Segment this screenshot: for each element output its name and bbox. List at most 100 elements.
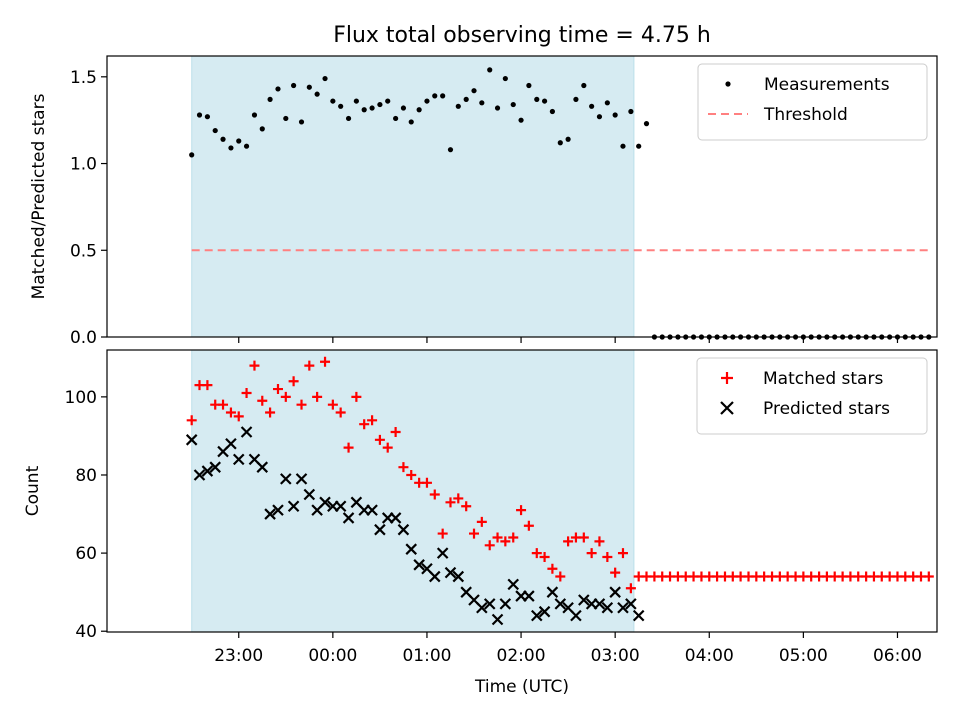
matched-star-point bbox=[437, 528, 448, 539]
matched-star-point bbox=[508, 532, 519, 543]
matched-star-point bbox=[453, 493, 464, 504]
measurement-point bbox=[275, 86, 281, 92]
chart-title: Flux total observing time = 4.75 h bbox=[333, 23, 711, 48]
predicted-star-point bbox=[452, 570, 465, 583]
matched-star-point bbox=[578, 532, 589, 543]
predicted-star-point bbox=[397, 523, 410, 536]
matched-star-point bbox=[304, 360, 315, 371]
matched-star-point bbox=[186, 415, 197, 426]
matched-star-point bbox=[398, 462, 409, 473]
y-tick-label: 40 bbox=[75, 622, 97, 642]
measurement-point bbox=[322, 75, 328, 82]
y-tick-label: 60 bbox=[75, 544, 97, 564]
measurement-point bbox=[502, 75, 508, 82]
predicted-star-point bbox=[209, 461, 221, 473]
predicted-star-point bbox=[303, 488, 316, 501]
y-tick-label: 0.0 bbox=[70, 328, 97, 348]
matched-star-point bbox=[923, 571, 934, 582]
measurement-point bbox=[518, 117, 524, 123]
x-tick-label: 03:00 bbox=[591, 646, 640, 666]
predicted-star-point bbox=[538, 605, 551, 618]
measurement-point bbox=[557, 140, 563, 146]
matched-star-point bbox=[288, 376, 299, 387]
legend-label: Predicted stars bbox=[763, 399, 890, 419]
predicted-star-point bbox=[523, 590, 535, 602]
matched-star-point bbox=[225, 407, 236, 418]
x-tick-label: 23:00 bbox=[214, 646, 263, 666]
measurement-point bbox=[440, 93, 446, 99]
measurement-point bbox=[189, 152, 195, 158]
legend-label: Measurements bbox=[764, 75, 890, 95]
measurement-point bbox=[463, 96, 469, 102]
predicted-star-point bbox=[225, 437, 237, 450]
matched-star-point bbox=[249, 360, 260, 371]
measurement-point bbox=[424, 98, 430, 104]
measurement-point bbox=[330, 98, 336, 104]
predicted-star-point bbox=[609, 586, 621, 598]
measurement-point bbox=[345, 115, 352, 122]
series-matched-stars bbox=[186, 356, 934, 594]
matched-star-point bbox=[610, 567, 621, 578]
measurement-point bbox=[228, 145, 234, 151]
predicted-star-point bbox=[264, 508, 276, 520]
y-axis-label-top: Matched/Predicted stars bbox=[29, 93, 49, 299]
predicted-star-point bbox=[366, 504, 378, 516]
matched-star-point bbox=[367, 415, 378, 426]
measurement-point bbox=[243, 143, 250, 149]
predicted-star-point bbox=[507, 578, 520, 591]
predicted-star-point bbox=[287, 500, 300, 513]
predicted-star-point bbox=[601, 602, 614, 614]
matched-star-point bbox=[312, 391, 323, 402]
measurement-point bbox=[455, 103, 461, 109]
measurement-point bbox=[636, 143, 642, 149]
predicted-star-point bbox=[342, 512, 355, 524]
matched-star-point bbox=[469, 528, 480, 539]
measurement-point bbox=[487, 67, 493, 73]
y-tick-label: 100 bbox=[65, 388, 97, 408]
matched-star-point bbox=[594, 536, 605, 547]
measurement-point bbox=[400, 105, 407, 111]
predicted-star-point bbox=[280, 473, 292, 485]
measurement-point bbox=[612, 112, 618, 118]
x-tick-label: 00:00 bbox=[308, 646, 357, 666]
measurement-point bbox=[220, 136, 226, 142]
measurement-point bbox=[393, 115, 399, 122]
measurement-point bbox=[643, 121, 650, 127]
matched-star-point bbox=[296, 399, 307, 410]
x-tick-label: 01:00 bbox=[402, 646, 451, 666]
measurement-point bbox=[291, 82, 297, 89]
matched-star-point bbox=[421, 477, 432, 488]
matched-star-point bbox=[265, 407, 276, 418]
matched-star-point bbox=[523, 520, 534, 531]
y-tick-label: 80 bbox=[75, 466, 97, 486]
legend-label: Matched stars bbox=[763, 369, 883, 389]
x-tick-label: 04:00 bbox=[685, 646, 734, 666]
legend-matched-swatch bbox=[721, 372, 733, 384]
measurement-point bbox=[353, 98, 359, 104]
x-tick-label: 02:00 bbox=[497, 646, 546, 666]
matched-star-point bbox=[351, 391, 362, 402]
legend-measurement-swatch bbox=[725, 81, 731, 87]
matched-star-point bbox=[531, 548, 542, 559]
matched-star-point bbox=[500, 536, 511, 547]
measurement-point bbox=[298, 119, 305, 125]
matched-star-point bbox=[476, 516, 487, 527]
predicted-star-point bbox=[554, 598, 567, 610]
legend-predicted-swatch bbox=[720, 401, 734, 415]
matched-star-point bbox=[602, 552, 613, 563]
bottom-panel-counts: 40 60 80 100 23:00 00:00 01:00 02:00 03:00 04:00 0… bbox=[23, 349, 938, 666]
measurement-point bbox=[432, 93, 438, 99]
predicted-star-point bbox=[334, 500, 347, 513]
matched-star-point bbox=[445, 497, 456, 508]
measurement-point bbox=[259, 126, 265, 132]
y-tick-label: 1.5 bbox=[70, 68, 97, 88]
predicted-star-point bbox=[272, 504, 284, 516]
predicted-star-point bbox=[389, 512, 402, 524]
axes-frame-top bbox=[106, 55, 938, 338]
matched-star-point bbox=[390, 427, 401, 438]
matched-star-point bbox=[617, 548, 628, 559]
predicted-star-point bbox=[193, 469, 206, 481]
predicted-star-point bbox=[625, 598, 637, 610]
axes-frame-bottom bbox=[106, 349, 938, 633]
measurement-point bbox=[581, 82, 587, 89]
